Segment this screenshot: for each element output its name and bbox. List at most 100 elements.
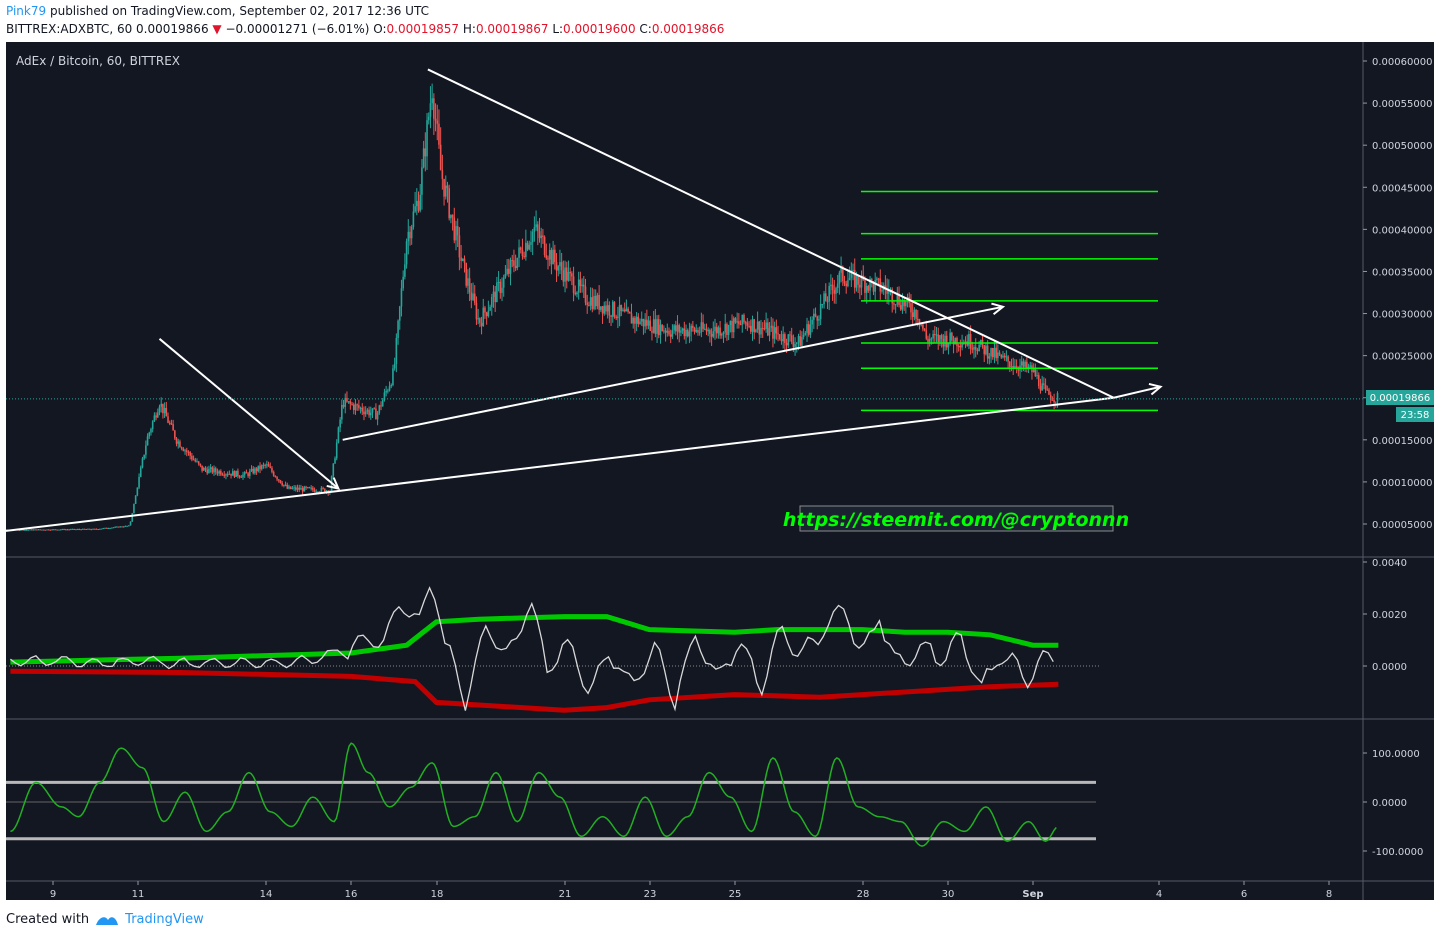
candle-body: [916, 318, 919, 320]
candle-body: [73, 528, 76, 530]
candle-body: [199, 463, 202, 466]
candle-body: [860, 275, 863, 288]
candle-body: [208, 468, 210, 474]
candle-body: [1005, 356, 1008, 358]
candle-body: [249, 471, 251, 476]
price-chart[interactable]: 0.000050000.000100000.000150000.00020000…: [6, 42, 1434, 900]
candle-body: [663, 330, 665, 332]
watermark-link[interactable]: https://steemit.com/@cryptonnn: [783, 509, 1129, 531]
candle-body: [264, 464, 266, 466]
candle-body: [894, 304, 897, 306]
candle-body: [317, 491, 319, 493]
candle-body: [1010, 366, 1013, 368]
trend-arrow-head: [326, 477, 341, 491]
candle-body: [158, 406, 161, 413]
candle-body: [104, 527, 106, 529]
candle-body: [714, 326, 716, 332]
candle-body: [536, 224, 539, 232]
created-with-text: Created with: [6, 912, 90, 927]
candle-body: [18, 530, 21, 532]
candle-body: [66, 529, 69, 531]
candle-body: [523, 256, 525, 258]
candle-body: [838, 272, 841, 284]
candle-body: [109, 527, 111, 529]
candle-body: [961, 343, 963, 348]
candle-body: [830, 284, 832, 287]
candle-body: [569, 271, 571, 274]
candle-body: [865, 285, 868, 293]
candle-body: [991, 348, 994, 358]
candle-body: [1048, 389, 1050, 395]
close-value: 0.00019866: [651, 22, 725, 36]
candle-body: [427, 116, 430, 121]
candle-body: [496, 282, 498, 303]
candle-body: [177, 441, 180, 444]
candle-body: [46, 529, 48, 531]
candle-body: [542, 235, 544, 237]
candle-body: [1056, 393, 1059, 402]
candle-body: [213, 468, 215, 473]
candle-body: [124, 525, 127, 527]
candle-body: [1003, 355, 1006, 358]
candle-body: [502, 277, 505, 288]
candle-body: [24, 529, 26, 531]
candle-body: [301, 488, 304, 492]
candle-body: [949, 332, 951, 344]
candle-body: [68, 529, 70, 531]
candle-body: [480, 322, 483, 327]
price-axis-tick-label: 0.00015000: [1372, 436, 1432, 447]
candle-body: [429, 103, 432, 117]
candle-body: [749, 325, 752, 332]
candle-body: [668, 330, 670, 335]
candle-body: [598, 294, 600, 310]
candle-body: [874, 280, 876, 292]
candle-body: [1002, 355, 1004, 358]
candle-body: [848, 277, 851, 281]
candle-body: [584, 286, 587, 303]
candle-body: [727, 325, 730, 335]
candle-body: [548, 250, 551, 260]
candle-body: [64, 529, 67, 531]
candle-body: [945, 335, 948, 348]
oscillator-axis-tick-label: 0.0020: [1372, 610, 1407, 621]
candle-body: [146, 436, 149, 446]
candle-body: [315, 491, 318, 493]
oscillator-pane[interactable]: [6, 586, 1101, 713]
candle-body: [231, 471, 234, 476]
tradingview-link[interactable]: TradingView: [125, 912, 204, 927]
candle-body: [295, 487, 297, 490]
price-axis-tick-label: 0.00050000: [1372, 141, 1432, 152]
candle-body: [698, 332, 701, 334]
candle-body: [410, 226, 413, 239]
candle-body: [436, 120, 439, 124]
candle-body: [864, 280, 866, 293]
candle-body: [993, 347, 996, 358]
candle-body: [634, 317, 636, 324]
candle-body: [1017, 368, 1020, 371]
candle-body: [807, 324, 810, 335]
candle-body: [255, 468, 258, 472]
price-pane[interactable]: [6, 68, 1363, 532]
candle-body: [509, 260, 512, 274]
candle-body: [756, 321, 759, 330]
candle-body: [179, 441, 181, 448]
candle-body: [721, 333, 723, 336]
candle-body: [497, 281, 500, 283]
candle-body: [651, 330, 653, 333]
candle-body: [286, 484, 289, 489]
candle-body: [482, 307, 485, 327]
published-text: published on TradingView.com, September …: [49, 4, 429, 18]
candle-body: [145, 445, 147, 455]
candle-body: [640, 318, 643, 322]
cci-pane[interactable]: [6, 742, 1096, 847]
candle-body: [594, 295, 597, 307]
candle-body: [393, 363, 396, 369]
candle-body: [937, 334, 940, 343]
candle-body: [93, 528, 96, 530]
candle-body: [1039, 386, 1042, 391]
candle-body: [448, 188, 450, 219]
candle-body: [383, 392, 386, 400]
candle-body: [228, 473, 231, 475]
candle-body: [203, 467, 205, 471]
author-link[interactable]: Pink79: [6, 4, 47, 18]
